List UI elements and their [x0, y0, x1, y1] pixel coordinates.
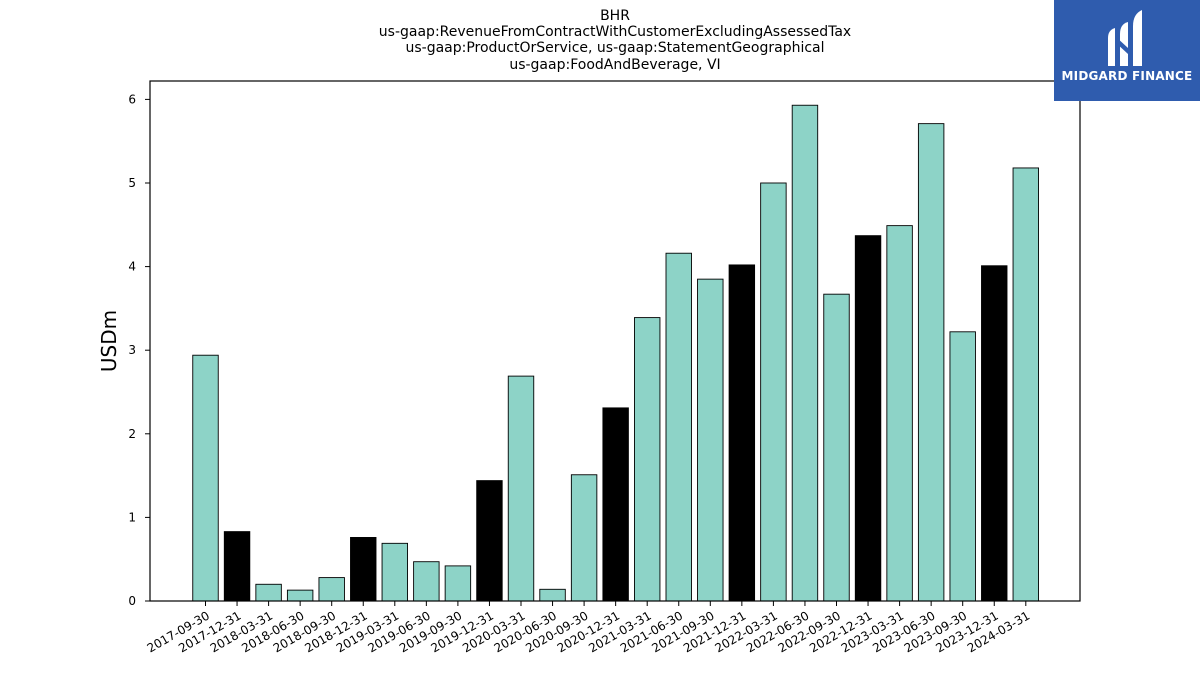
bar-2020-06-30	[539, 588, 566, 602]
bar-2018-06-30	[286, 589, 314, 602]
y-axis: 0 1 2 3 4 5 6	[128, 92, 150, 608]
plot-frame	[149, 80, 1081, 602]
bar-2018-03-31	[255, 583, 282, 602]
bar-2018-09-30	[318, 577, 345, 602]
y-tick-label: 4	[128, 260, 136, 274]
bar-2019-06-30	[413, 561, 440, 602]
bar-2018-12-31	[350, 537, 377, 602]
logo-text: MIDGARD FINANCE	[1061, 69, 1193, 83]
x-axis: 2017-09-302017-12-312018-03-312018-06-30…	[145, 601, 1032, 655]
y-tick-label: 0	[128, 594, 136, 608]
chart-title-line-1: BHR	[600, 8, 630, 24]
y-tick-label: 3	[128, 343, 136, 357]
bar-2023-12-31	[981, 265, 1008, 602]
bar-2023-03-31	[886, 225, 913, 602]
bar-2020-03-31	[507, 375, 535, 602]
bar-2020-09-30	[570, 474, 598, 602]
bar-2022-06-30	[791, 104, 819, 602]
midgard-finance-logo: MIDGARD FINANCE	[1054, 0, 1200, 101]
bar-2019-03-31	[381, 542, 408, 602]
bars-group	[192, 104, 1039, 602]
bar-2023-06-30	[917, 123, 945, 602]
y-tick-label: 6	[128, 92, 136, 106]
chart-title-line-4: us-gaap:FoodAndBeverage, VI	[509, 57, 720, 73]
logo-mark-icon	[1108, 10, 1142, 66]
chart-title-line-2: us-gaap:RevenueFromContractWithCustomerE…	[379, 24, 851, 40]
bar-2019-12-31	[476, 480, 503, 602]
y-axis-label: USDm	[97, 310, 121, 372]
bar-2022-09-30	[823, 293, 850, 602]
y-tick-label: 5	[128, 176, 136, 190]
bar-2024-03-31	[1012, 167, 1039, 602]
bar-2021-12-31	[728, 264, 756, 602]
bar-2021-09-30	[697, 278, 724, 602]
bar-2023-09-30	[949, 331, 976, 602]
chart-title-line-3: us-gaap:ProductOrService, us-gaap:Statem…	[405, 40, 824, 56]
bar-2022-03-31	[760, 182, 787, 602]
bar-2019-09-30	[444, 565, 472, 602]
y-tick-label: 1	[128, 510, 136, 524]
bar-2020-12-31	[602, 407, 629, 602]
bar-2021-03-31	[634, 317, 661, 602]
bar-2021-06-30	[665, 252, 692, 602]
chart-title: BHR us-gaap:RevenueFromContractWithCusto…	[379, 8, 851, 73]
bar-2017-12-31	[223, 531, 251, 602]
y-tick-label: 2	[128, 427, 136, 441]
bar-2017-09-30	[192, 354, 219, 602]
bar-2022-12-31	[854, 235, 882, 602]
